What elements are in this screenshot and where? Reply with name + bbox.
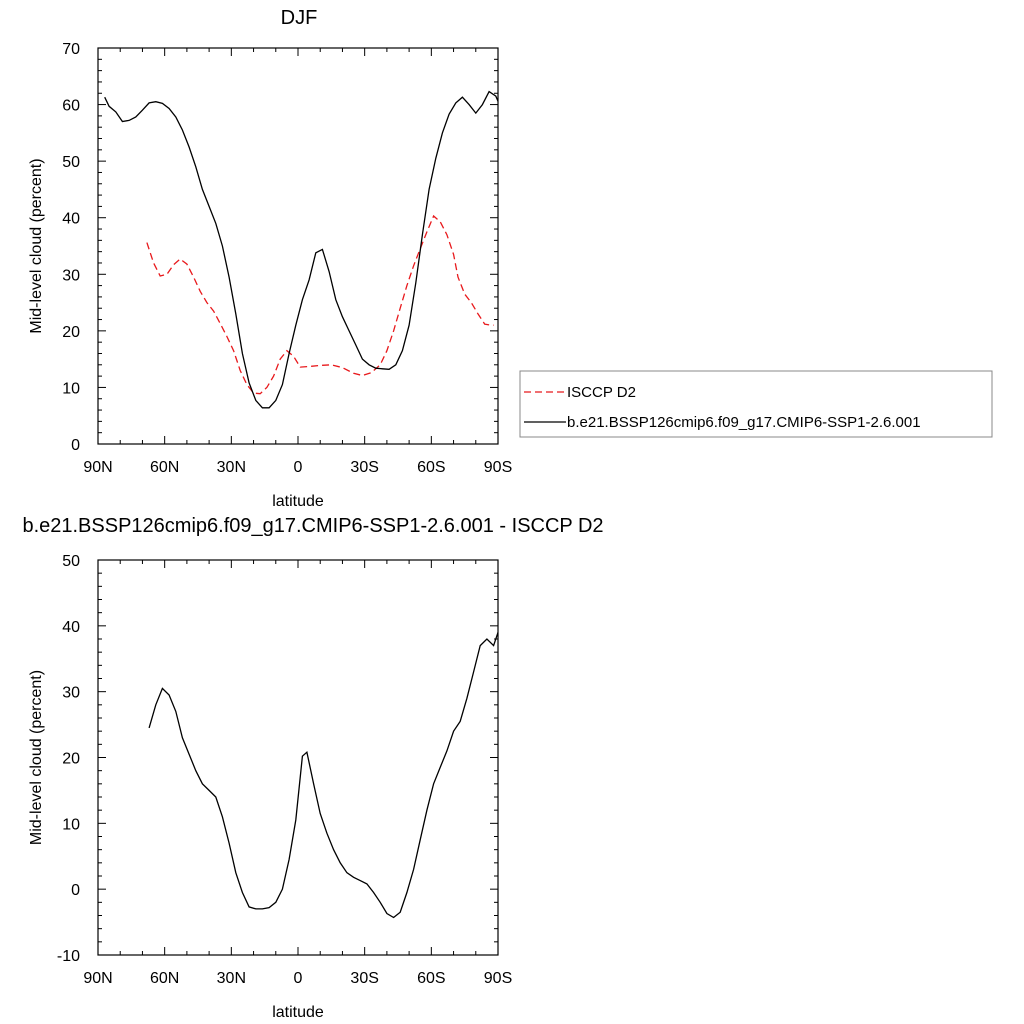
x-tick-label: 30S	[350, 459, 378, 476]
series-line-1	[146, 214, 494, 395]
legend: ISCCP D2 b.e21.BSSP126cmip6.f09_g17.CMIP6…	[519, 370, 993, 438]
y-tick-label: 0	[71, 437, 80, 454]
y-tick-label: 10	[62, 816, 80, 833]
y-tick-label: 30	[62, 267, 80, 284]
y-tick-label: 10	[62, 380, 80, 397]
x-tick-label: 60S	[417, 459, 445, 476]
legend-box	[519, 370, 993, 438]
x-tick-label: 90S	[484, 970, 512, 987]
y-tick-label: -10	[57, 948, 80, 965]
chart-title: b.e21.BSSP126cmip6.f09_g17.CMIP6-SSP1-2.…	[22, 515, 603, 537]
plot-frame	[97, 559, 499, 956]
y-tick-label: 30	[62, 685, 80, 702]
y-tick-label: 20	[62, 751, 80, 768]
x-tick-label: 90N	[83, 459, 112, 476]
chart-panel-2: b.e21.BSSP126cmip6.f09_g17.CMIP6-SSP1-2.…	[22, 515, 603, 1021]
y-tick-label: 40	[62, 619, 80, 636]
x-tick-label: 60S	[417, 970, 445, 987]
x-tick-label: 30N	[217, 970, 246, 987]
y-tick-label: 40	[62, 211, 80, 228]
x-tick-label: 0	[294, 459, 303, 476]
y-tick-label: 0	[71, 882, 80, 899]
y-tick-label: 70	[62, 41, 80, 58]
y-tick-label: 60	[62, 98, 80, 115]
series-line-2	[104, 90, 498, 409]
legend-label-2: b.e21.BSSP126cmip6.f09_g17.CMIP6-SSP1-2.…	[567, 414, 921, 431]
x-tick-label: 0	[294, 970, 303, 987]
x-axis-label: latitude	[272, 1004, 324, 1021]
x-tick-label: 60N	[150, 970, 179, 987]
chart-title: DJF	[281, 7, 318, 29]
plot-frame	[97, 47, 499, 445]
x-tick-label: 60N	[150, 459, 179, 476]
y-tick-label: 20	[62, 324, 80, 341]
x-axis-label: latitude	[272, 493, 324, 510]
chart-panel-1: DJF 90N 60N 30N 0 30S 60S 90S 0 10 20 30 40 50 60 70 lat…	[28, 7, 993, 510]
legend-label-1: ISCCP D2	[567, 384, 636, 401]
y-tick-label: 50	[62, 553, 80, 570]
y-tick-label: 50	[62, 154, 80, 171]
x-tick-label: 30S	[350, 970, 378, 987]
series-line-1	[148, 630, 498, 919]
x-tick-label: 90S	[484, 459, 512, 476]
y-axis-label: Mid-level cloud (percent)	[28, 158, 45, 333]
x-tick-label: 30N	[217, 459, 246, 476]
x-tick-label: 90N	[83, 970, 112, 987]
y-axis-label: Mid-level cloud (percent)	[28, 670, 45, 845]
